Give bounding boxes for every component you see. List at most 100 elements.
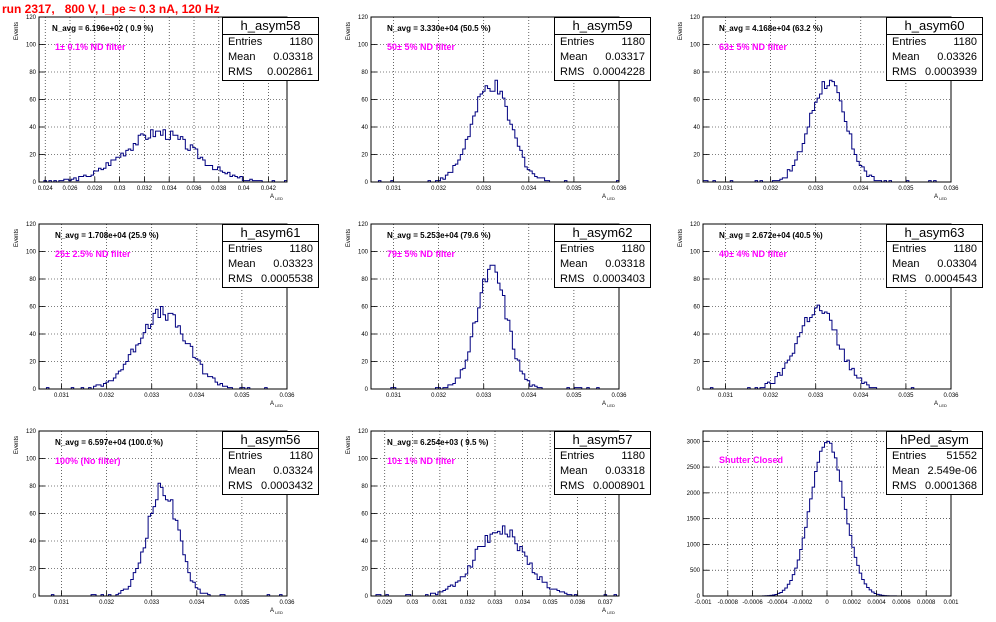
histogram-panel-h_asym58: 0.024 0.026 0.028 0.03 0.032 0.034 0.036 0.038 0… <box>0 0 332 207</box>
stat-row-entries: Entries 1180 <box>887 242 982 257</box>
stat-row-mean: Mean 0.03323 <box>223 257 318 272</box>
stat-row-rms: RMS 0.0005538 <box>223 272 318 287</box>
histogram-name: h_asym62 <box>555 225 650 242</box>
histogram-panel-h_asym61: 0.031 0.032 0.033 0.034 0.035 0.036 0 20 40 60 80 1… <box>0 207 332 414</box>
x-tick-label: 0.031 <box>718 186 734 192</box>
filter-label: 40± 4% ND filter <box>719 249 787 259</box>
histogram-plot: 0.031 0.032 0.033 0.034 0.035 0.036 0 20 40 60 80 1… <box>14 222 295 408</box>
y-tick-label: 60 <box>361 512 368 518</box>
x-tick-label: -0.0008 <box>718 600 739 606</box>
y-tick-label: 80 <box>693 70 700 76</box>
y-tick-label: 100 <box>358 457 369 463</box>
stat-value: 0.03304 <box>937 258 977 270</box>
x-axis-label: A LED <box>270 194 283 201</box>
filter-label: 100% (No filter) <box>55 456 121 466</box>
stat-value: 1180 <box>953 36 977 48</box>
y-tick-label: 80 <box>29 70 36 76</box>
x-tick-label: 0.031 <box>432 600 448 606</box>
y-tick-label: 40 <box>29 539 36 545</box>
stat-key: Entries <box>560 36 595 48</box>
x-axis-label: A LED <box>270 401 283 408</box>
x-tick-label: 0.032 <box>460 600 476 606</box>
x-axis-label-subscript: LED <box>606 403 615 408</box>
histogram-series <box>703 304 951 390</box>
y-tick-label: 100 <box>690 43 701 49</box>
stat-value: 1180 <box>289 450 313 462</box>
y-tick-label: 40 <box>361 539 368 545</box>
y-tick-label: 60 <box>693 98 700 104</box>
x-tick-label: 0.033 <box>808 393 824 399</box>
stat-row-entries: Entries 1180 <box>555 449 650 464</box>
histogram-name: h_asym56 <box>223 432 318 449</box>
stat-box: h_asym63 Entries 1180 Mean 0.03304 RMS 0.00045… <box>886 224 983 288</box>
page-title: run 2317, 800 V, I_pe ≈ 0.3 nA, 120 Hz <box>2 2 220 16</box>
y-tick-label: 60 <box>361 98 368 104</box>
stat-row-entries: Entries 1180 <box>555 242 650 257</box>
stat-value: 0.03326 <box>937 51 977 63</box>
y-tick-label: 1000 <box>687 542 701 548</box>
stat-value: 0.03318 <box>605 258 645 270</box>
stat-value: 1180 <box>289 243 313 255</box>
stat-value: 2.549e-06 <box>927 465 977 477</box>
y-tick-label: 0 <box>33 387 37 393</box>
stat-row-entries: Entries 1180 <box>223 35 318 50</box>
y-tick-label: 60 <box>29 305 36 311</box>
histogram-name: h_asym61 <box>223 225 318 242</box>
stat-box: h_asym57 Entries 1180 Mean 0.03318 RMS 0.00089… <box>554 431 651 495</box>
y-tick-label: 2500 <box>687 465 701 471</box>
histogram-series <box>702 79 951 183</box>
y-tick-label: 120 <box>26 222 37 228</box>
stat-row-rms: RMS 0.0003432 <box>223 479 318 494</box>
y-axis-label: Events <box>14 436 20 454</box>
stat-box: h_asym62 Entries 1180 Mean 0.03318 RMS 0.00034… <box>554 224 651 288</box>
stat-value: 0.03318 <box>605 465 645 477</box>
y-tick-label: 2000 <box>687 491 701 497</box>
stat-value: 0.0008901 <box>593 480 645 492</box>
x-axis-label-subscript: LED <box>938 196 947 201</box>
stat-value: 1180 <box>953 243 977 255</box>
x-tick-label: 0.033 <box>144 393 160 399</box>
x-tick-label: 0.032 <box>763 186 779 192</box>
stat-row-mean: Mean 0.03318 <box>555 464 650 479</box>
stat-row-entries: Entries 1180 <box>223 449 318 464</box>
y-tick-label: 0 <box>365 594 369 600</box>
stat-row-mean: Mean 2.549e-06 <box>887 464 982 479</box>
x-tick-label: 0.037 <box>598 600 614 606</box>
stat-key: RMS <box>228 480 253 492</box>
y-axis-label: Events <box>346 436 352 454</box>
x-axis-label: A LED <box>934 401 947 408</box>
stat-value: 0.0001368 <box>925 480 977 492</box>
y-tick-label: 20 <box>29 360 36 366</box>
stat-row-mean: Mean 0.03317 <box>555 50 650 65</box>
filter-label: 50± 5% ND filter <box>387 42 455 52</box>
stat-key: Mean <box>560 465 588 477</box>
x-axis-label-subscript: LED <box>274 403 283 408</box>
y-tick-label: 60 <box>693 305 700 311</box>
x-tick-label: 0.034 <box>189 393 205 399</box>
y-axis-label: Events <box>14 229 20 247</box>
y-tick-label: 20 <box>29 567 36 573</box>
histogram-series <box>39 129 288 183</box>
stat-row-mean: Mean 0.03318 <box>223 50 318 65</box>
x-tick-label: 0.032 <box>99 600 115 606</box>
stat-value: 1180 <box>621 36 645 48</box>
x-tick-label: 0.036 <box>279 600 295 606</box>
x-tick-label: 0.034 <box>853 186 869 192</box>
x-tick-label: -0.0006 <box>742 600 763 606</box>
x-tick-label: 0.031 <box>718 393 734 399</box>
stat-value: 0.0004228 <box>593 66 645 78</box>
x-tick-label: 0.032 <box>431 393 447 399</box>
histogram-plot: 0.031 0.032 0.033 0.034 0.035 0.036 0 20 40 60 80 1… <box>678 15 959 201</box>
x-tick-label: 0.035 <box>234 393 250 399</box>
x-tick-label: 0.031 <box>54 393 70 399</box>
y-tick-label: 0 <box>33 594 37 600</box>
x-tick-label: 0.033 <box>808 186 824 192</box>
y-tick-label: 80 <box>361 484 368 490</box>
stat-key: Entries <box>228 450 263 462</box>
y-tick-label: 80 <box>361 277 368 283</box>
y-tick-label: 80 <box>29 277 36 283</box>
y-tick-label: 40 <box>29 125 36 131</box>
x-tick-label: 0.032 <box>137 186 153 192</box>
stat-key: Entries <box>228 36 263 48</box>
stat-key: Entries <box>892 36 927 48</box>
